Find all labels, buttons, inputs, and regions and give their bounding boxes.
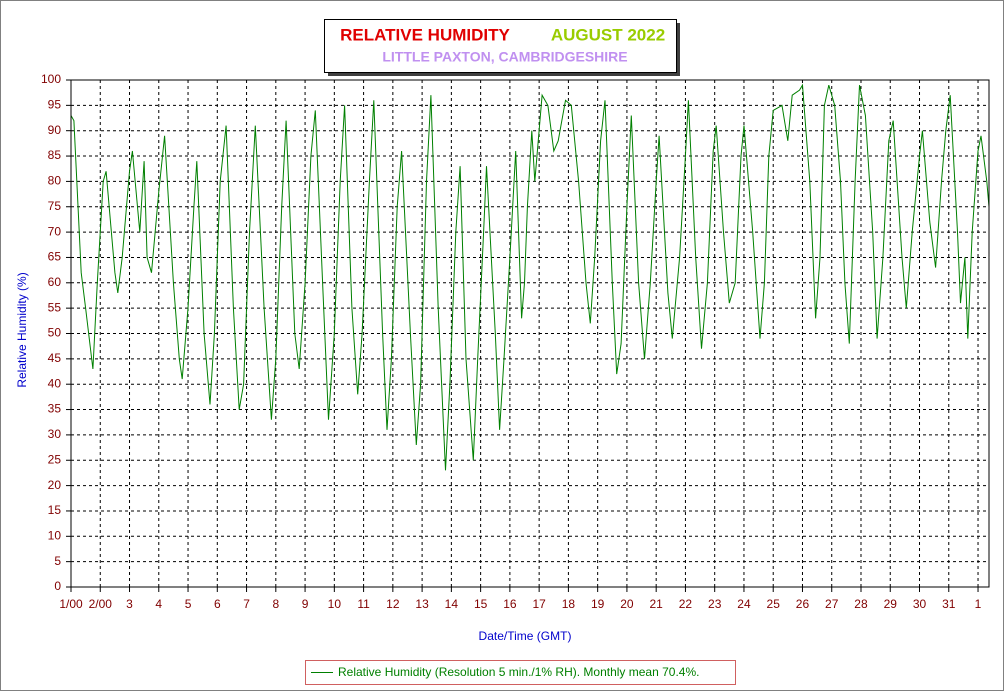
x-tick-label: 31 [942,597,956,611]
y-tick-label: 75 [48,199,62,213]
x-tick-label: 7 [243,597,250,611]
x-axis-label: Date/Time (GMT) [479,629,572,643]
y-tick-label: 20 [48,478,62,492]
x-tick-label: 4 [155,597,162,611]
y-tick-label: 30 [48,427,62,441]
plot-border [70,79,990,588]
x-tick-label: 1/00 [59,597,83,611]
x-tick-label: 21 [649,597,663,611]
x-tick-label: 3 [126,597,133,611]
y-tick-label: 0 [54,579,61,593]
data-line [70,83,990,471]
x-tick-label: 23 [708,597,722,611]
x-tick-label: 10 [328,597,342,611]
x-tick-label: 22 [679,597,693,611]
y-tick-label: 95 [48,98,62,112]
y-tick-label: 90 [48,123,62,137]
x-tick-label: 18 [562,597,576,611]
y-tick-label: 45 [48,351,62,365]
legend-box [305,660,736,685]
x-tick-label: 15 [474,597,488,611]
y-tick-label: 65 [48,250,62,264]
x-tick-label: 11 [357,597,370,611]
y-tick-label: 50 [48,326,62,340]
legend-label: Relative Humidity (Resolution 5 min./1% … [338,665,699,679]
y-tick-label: 10 [48,528,62,542]
x-tick-label: 9 [302,597,309,611]
x-tick-label: 17 [532,597,546,611]
x-tick-label: 6 [214,597,221,611]
x-tick-label: 12 [386,597,400,611]
x-tick-label: 25 [767,597,781,611]
x-tick-label: 24 [737,597,751,611]
x-tick-label: 5 [185,597,192,611]
y-tick-label: 80 [48,174,62,188]
x-tick-label: 14 [445,597,459,611]
x-tick-label: 20 [620,597,634,611]
y-tick-label: 15 [48,503,62,517]
y-tick-label: 85 [48,148,62,162]
y-tick-label: 55 [48,300,62,314]
x-tick-label: 2/00 [89,597,113,611]
y-tick-label: 60 [48,275,62,289]
y-tick-label: 70 [48,224,62,238]
title-box [324,19,677,73]
x-tick-label: 29 [884,597,898,611]
y-axis-label: Relative Humidity (%) [15,272,29,387]
x-tick-label: 30 [913,597,927,611]
x-tick-label: 1 [975,597,982,611]
chart-subtitle: LITTLE PAXTON, CAMBRIDGESHIRE [382,49,627,65]
x-tick-label: 19 [591,597,605,611]
x-tick-label: 16 [503,597,517,611]
y-tick-label: 5 [54,554,61,568]
x-tick-label: 27 [825,597,839,611]
chart-title: RELATIVE HUMIDITY [340,25,510,44]
y-tick-label: 25 [48,452,62,466]
y-tick-label: 40 [48,376,62,390]
y-tick-label: 35 [48,402,62,416]
x-tick-label: 13 [415,597,429,611]
y-tick-label: 100 [41,72,61,86]
chart-period: AUGUST 2022 [551,25,665,44]
x-tick-label: 28 [854,597,868,611]
x-tick-label: 26 [796,597,810,611]
x-tick-label: 8 [272,597,279,611]
